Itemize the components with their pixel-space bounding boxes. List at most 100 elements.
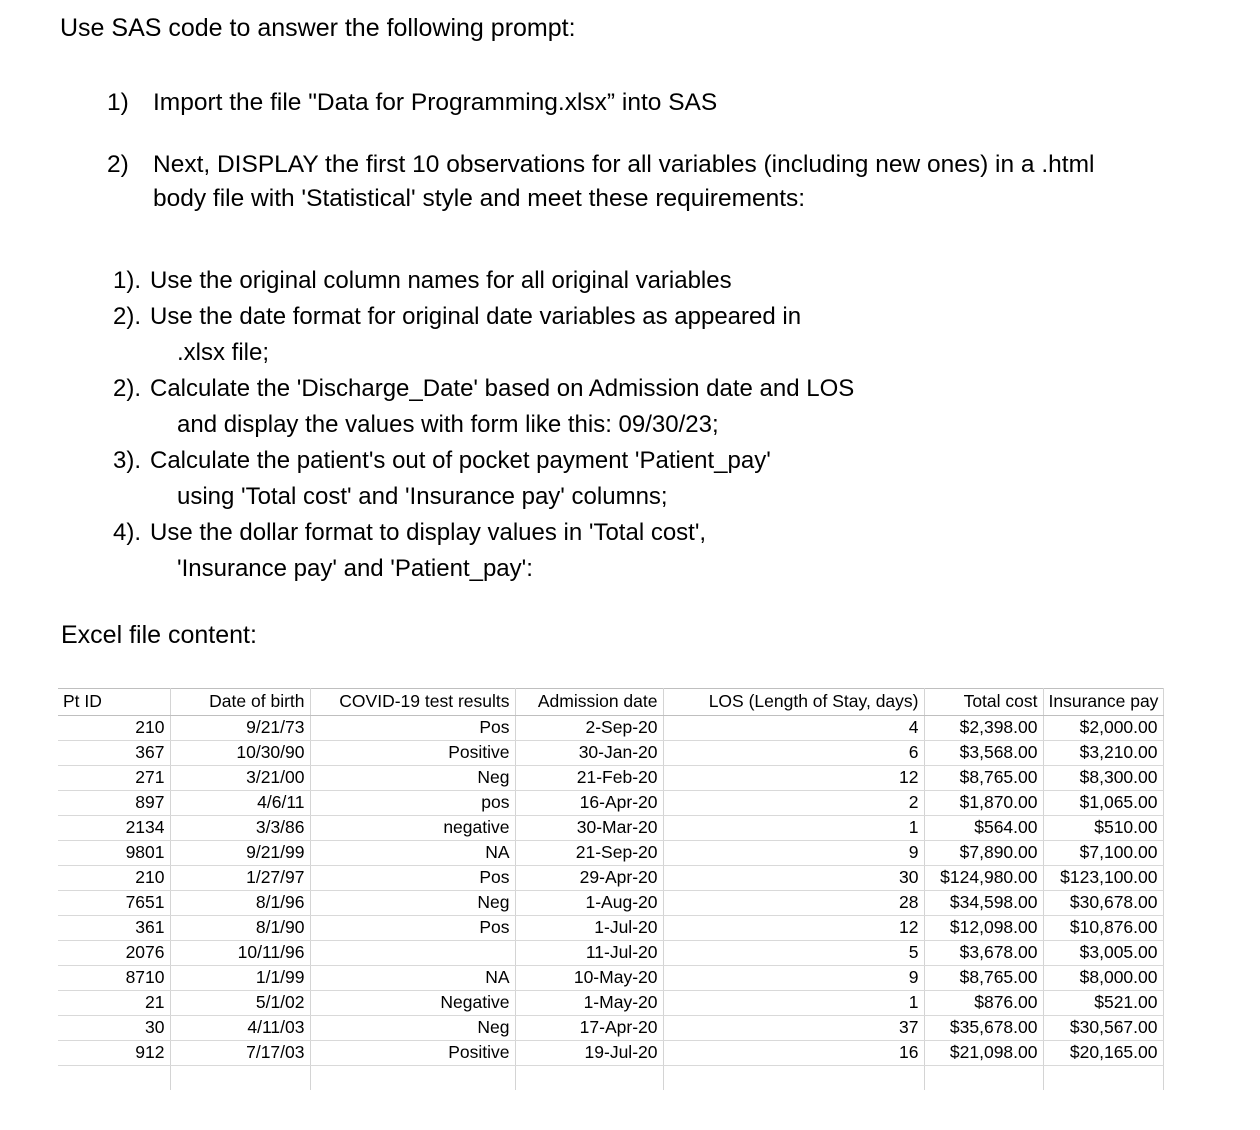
table-cell[interactable]: $30,678.00 bbox=[1043, 890, 1164, 916]
table-cell[interactable]: 10/30/90 bbox=[170, 740, 311, 766]
table-cell[interactable]: $7,890.00 bbox=[924, 840, 1044, 866]
table-cell[interactable] bbox=[58, 1065, 171, 1090]
table-cell[interactable]: 2-Sep-20 bbox=[515, 715, 664, 741]
table-cell[interactable]: Positive bbox=[310, 740, 516, 766]
table-cell[interactable]: 28 bbox=[663, 890, 925, 916]
table-cell[interactable]: Neg bbox=[310, 765, 516, 791]
table-cell[interactable]: $34,598.00 bbox=[924, 890, 1044, 916]
table-cell[interactable]: 4 bbox=[663, 715, 925, 741]
table-cell[interactable] bbox=[1043, 1065, 1164, 1090]
table-cell[interactable]: $35,678.00 bbox=[924, 1015, 1044, 1041]
table-cell[interactable] bbox=[310, 940, 516, 966]
table-cell[interactable]: Negative bbox=[310, 990, 516, 1016]
table-cell[interactable]: $1,870.00 bbox=[924, 790, 1044, 816]
table-cell[interactable]: 3/3/86 bbox=[170, 815, 311, 841]
table-cell[interactable]: 210 bbox=[58, 715, 171, 741]
table-cell[interactable]: $8,000.00 bbox=[1043, 965, 1164, 991]
table-cell[interactable]: 7/17/03 bbox=[170, 1040, 311, 1066]
table-cell[interactable]: 30 bbox=[58, 1015, 171, 1041]
table-cell[interactable]: 8710 bbox=[58, 965, 171, 991]
table-cell[interactable]: 897 bbox=[58, 790, 171, 816]
table-cell[interactable]: $3,678.00 bbox=[924, 940, 1044, 966]
table-cell[interactable]: $564.00 bbox=[924, 815, 1044, 841]
table-cell[interactable]: 5 bbox=[663, 940, 925, 966]
table-cell[interactable]: 11-Jul-20 bbox=[515, 940, 664, 966]
table-cell[interactable]: 9801 bbox=[58, 840, 171, 866]
table-cell[interactable]: $2,000.00 bbox=[1043, 715, 1164, 741]
table-cell[interactable]: 1-Aug-20 bbox=[515, 890, 664, 916]
table-cell[interactable]: 1 bbox=[663, 815, 925, 841]
column-header-6[interactable]: Insurance pay bbox=[1043, 688, 1164, 716]
table-cell[interactable]: 9 bbox=[663, 965, 925, 991]
table-cell[interactable]: $8,300.00 bbox=[1043, 765, 1164, 791]
table-cell[interactable]: 2076 bbox=[58, 940, 171, 966]
column-header-1[interactable]: Date of birth bbox=[170, 688, 311, 716]
table-cell[interactable]: 21-Sep-20 bbox=[515, 840, 664, 866]
table-cell[interactable]: 12 bbox=[663, 915, 925, 941]
table-cell[interactable]: 2 bbox=[663, 790, 925, 816]
table-cell[interactable]: 21 bbox=[58, 990, 171, 1016]
table-cell[interactable]: 10-May-20 bbox=[515, 965, 664, 991]
table-cell[interactable]: $7,100.00 bbox=[1043, 840, 1164, 866]
table-cell[interactable]: 30 bbox=[663, 865, 925, 891]
table-cell[interactable]: 30-Mar-20 bbox=[515, 815, 664, 841]
table-cell[interactable]: $123,100.00 bbox=[1043, 865, 1164, 891]
table-cell[interactable]: negative bbox=[310, 815, 516, 841]
table-cell[interactable] bbox=[924, 1065, 1044, 1090]
table-cell[interactable]: $2,398.00 bbox=[924, 715, 1044, 741]
table-cell[interactable]: pos bbox=[310, 790, 516, 816]
table-cell[interactable]: $3,568.00 bbox=[924, 740, 1044, 766]
table-cell[interactable]: 19-Jul-20 bbox=[515, 1040, 664, 1066]
table-cell[interactable]: 9/21/99 bbox=[170, 840, 311, 866]
table-cell[interactable]: $124,980.00 bbox=[924, 865, 1044, 891]
table-cell[interactable]: 2134 bbox=[58, 815, 171, 841]
table-cell[interactable] bbox=[170, 1065, 311, 1090]
table-cell[interactable]: 5/1/02 bbox=[170, 990, 311, 1016]
table-cell[interactable]: 1-May-20 bbox=[515, 990, 664, 1016]
column-header-0[interactable]: Pt ID bbox=[58, 688, 171, 716]
table-cell[interactable]: 10/11/96 bbox=[170, 940, 311, 966]
table-cell[interactable]: $3,005.00 bbox=[1043, 940, 1164, 966]
table-cell[interactable]: Pos bbox=[310, 915, 516, 941]
table-cell[interactable]: $1,065.00 bbox=[1043, 790, 1164, 816]
table-cell[interactable]: $8,765.00 bbox=[924, 765, 1044, 791]
table-cell[interactable]: 1-Jul-20 bbox=[515, 915, 664, 941]
table-cell[interactable]: 367 bbox=[58, 740, 171, 766]
table-cell[interactable]: Pos bbox=[310, 715, 516, 741]
table-cell[interactable]: 912 bbox=[58, 1040, 171, 1066]
table-cell[interactable]: 1/27/97 bbox=[170, 865, 311, 891]
table-cell[interactable]: Pos bbox=[310, 865, 516, 891]
table-cell[interactable]: $12,098.00 bbox=[924, 915, 1044, 941]
table-cell[interactable]: 271 bbox=[58, 765, 171, 791]
table-cell[interactable]: 9/21/73 bbox=[170, 715, 311, 741]
table-cell[interactable] bbox=[663, 1065, 925, 1090]
table-cell[interactable]: 6 bbox=[663, 740, 925, 766]
table-cell[interactable]: 16 bbox=[663, 1040, 925, 1066]
table-cell[interactable]: NA bbox=[310, 965, 516, 991]
table-cell[interactable]: 1 bbox=[663, 990, 925, 1016]
table-cell[interactable]: Neg bbox=[310, 890, 516, 916]
table-cell[interactable]: 361 bbox=[58, 915, 171, 941]
table-cell[interactable]: 21-Feb-20 bbox=[515, 765, 664, 791]
table-cell[interactable]: 30-Jan-20 bbox=[515, 740, 664, 766]
table-cell[interactable]: $510.00 bbox=[1043, 815, 1164, 841]
table-cell[interactable]: Positive bbox=[310, 1040, 516, 1066]
table-cell[interactable]: 1/1/99 bbox=[170, 965, 311, 991]
table-cell[interactable]: 8/1/90 bbox=[170, 915, 311, 941]
table-cell[interactable]: 8/1/96 bbox=[170, 890, 311, 916]
table-cell[interactable] bbox=[515, 1065, 664, 1090]
table-cell[interactable]: 29-Apr-20 bbox=[515, 865, 664, 891]
column-header-2[interactable]: COVID-19 test results bbox=[310, 688, 516, 716]
column-header-3[interactable]: Admission date bbox=[515, 688, 664, 716]
table-cell[interactable]: $20,165.00 bbox=[1043, 1040, 1164, 1066]
table-cell[interactable]: 4/11/03 bbox=[170, 1015, 311, 1041]
table-cell[interactable]: 37 bbox=[663, 1015, 925, 1041]
table-cell[interactable]: 17-Apr-20 bbox=[515, 1015, 664, 1041]
table-cell[interactable]: $8,765.00 bbox=[924, 965, 1044, 991]
table-cell[interactable]: NA bbox=[310, 840, 516, 866]
table-cell[interactable]: 12 bbox=[663, 765, 925, 791]
table-cell[interactable]: $30,567.00 bbox=[1043, 1015, 1164, 1041]
table-cell[interactable]: 3/21/00 bbox=[170, 765, 311, 791]
table-cell[interactable]: 210 bbox=[58, 865, 171, 891]
table-cell[interactable]: $876.00 bbox=[924, 990, 1044, 1016]
